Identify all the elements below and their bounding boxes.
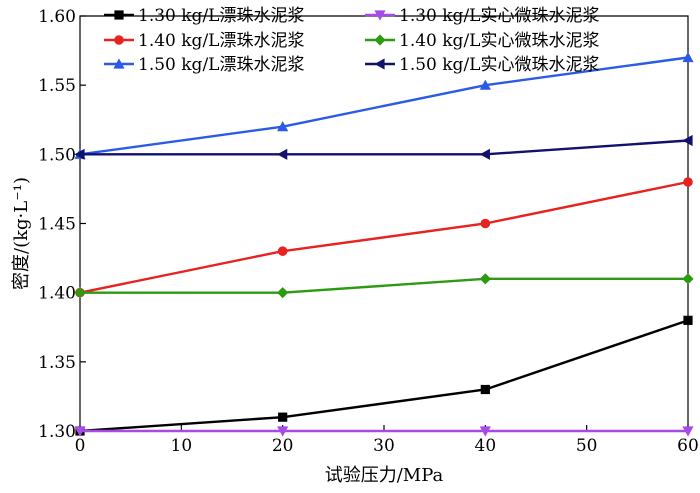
data-point-triangle-up xyxy=(277,121,289,132)
series-line xyxy=(80,277,688,294)
data-point-triangle-down xyxy=(277,426,289,437)
data-point-triangle-left xyxy=(74,148,85,160)
legend-label: 1.50 kg/L漂珠水泥浆 xyxy=(138,55,304,75)
legend-entry: 1.40 kg/L漂珠水泥浆 xyxy=(104,31,304,51)
data-point-diamond xyxy=(374,34,386,46)
data-point-triangle-down xyxy=(479,426,491,437)
plot-frame xyxy=(79,15,689,432)
data-point-circle xyxy=(683,177,693,187)
data-point-triangle-up xyxy=(479,79,491,90)
x-tick-label: 60 xyxy=(677,436,699,456)
x-tick-label: 0 xyxy=(75,436,86,456)
data-point-diamond xyxy=(682,273,694,285)
x-tick-label: 50 xyxy=(576,436,598,456)
y-tick-label: 1.35 xyxy=(38,353,76,373)
data-point-circle xyxy=(277,246,288,256)
legend-label: 1.30 kg/L实心微珠水泥浆 xyxy=(399,6,599,26)
y-tick-label: 1.60 xyxy=(38,7,76,27)
series-line xyxy=(79,319,689,433)
data-point-square xyxy=(114,10,124,20)
y-tick-label: 1.50 xyxy=(38,145,76,165)
series xyxy=(74,134,693,160)
legend-entry: 1.50 kg/L漂珠水泥浆 xyxy=(104,55,304,75)
legend-entry: 1.40 kg/L实心微珠水泥浆 xyxy=(365,31,599,51)
y-tick-label: 1.45 xyxy=(38,215,76,235)
data-point-triangle-up xyxy=(113,58,125,69)
data-point-triangle-down xyxy=(682,426,694,437)
data-point-square xyxy=(683,315,693,325)
series-line xyxy=(80,139,689,156)
legend-label: 1.40 kg/L实心微珠水泥浆 xyxy=(399,31,599,51)
legend-label: 1.40 kg/L漂珠水泥浆 xyxy=(138,31,304,51)
legend: 1.30 kg/L漂珠水泥浆 1.40 kg/L漂珠水泥浆 1.50 kg/L漂珠水… xyxy=(104,6,599,75)
y-tick-label: 1.30 xyxy=(38,422,76,442)
series-group xyxy=(74,51,694,437)
data-point-square xyxy=(278,412,288,422)
x-tick-label: 30 xyxy=(373,436,395,456)
x-tick-label: 10 xyxy=(171,436,193,456)
data-point-triangle-left xyxy=(682,134,693,147)
data-point-square xyxy=(480,384,490,395)
y-tick-label: 1.55 xyxy=(38,76,76,96)
legend-label: 1.50 kg/L实心微珠水泥浆 xyxy=(399,55,599,75)
data-point-triangle-up xyxy=(682,51,694,63)
series-line xyxy=(79,180,689,294)
series xyxy=(75,315,693,436)
data-point-diamond xyxy=(74,287,86,299)
x-axis-title: 试验压力/MPa xyxy=(325,465,444,486)
series xyxy=(74,426,694,437)
axes-group xyxy=(79,15,689,432)
data-point-triangle-left xyxy=(374,58,385,70)
data-point-circle xyxy=(114,35,124,45)
data-point-triangle-down xyxy=(374,10,386,21)
y-tick-label: 1.40 xyxy=(38,284,76,304)
data-point-triangle-down xyxy=(74,426,86,437)
data-point-circle xyxy=(480,218,491,229)
data-point-diamond xyxy=(479,273,491,285)
legend-entry: 1.30 kg/L漂珠水泥浆 xyxy=(104,6,304,26)
y-axis-title: 密度/(kg·L⁻¹) xyxy=(11,177,32,290)
x-tick-label: 20 xyxy=(272,436,294,456)
data-point-triangle-left xyxy=(479,148,490,160)
data-point-diamond xyxy=(277,287,289,299)
data-point-triangle-left xyxy=(277,148,288,160)
series-line xyxy=(79,56,689,156)
legend-entry: 1.30 kg/L实心微珠水泥浆 xyxy=(365,6,599,26)
x-tick-label: 40 xyxy=(475,436,497,456)
legend-entry: 1.50 kg/L实心微珠水泥浆 xyxy=(365,55,599,75)
series xyxy=(74,273,694,299)
legend-label: 1.30 kg/L漂珠水泥浆 xyxy=(138,6,304,26)
